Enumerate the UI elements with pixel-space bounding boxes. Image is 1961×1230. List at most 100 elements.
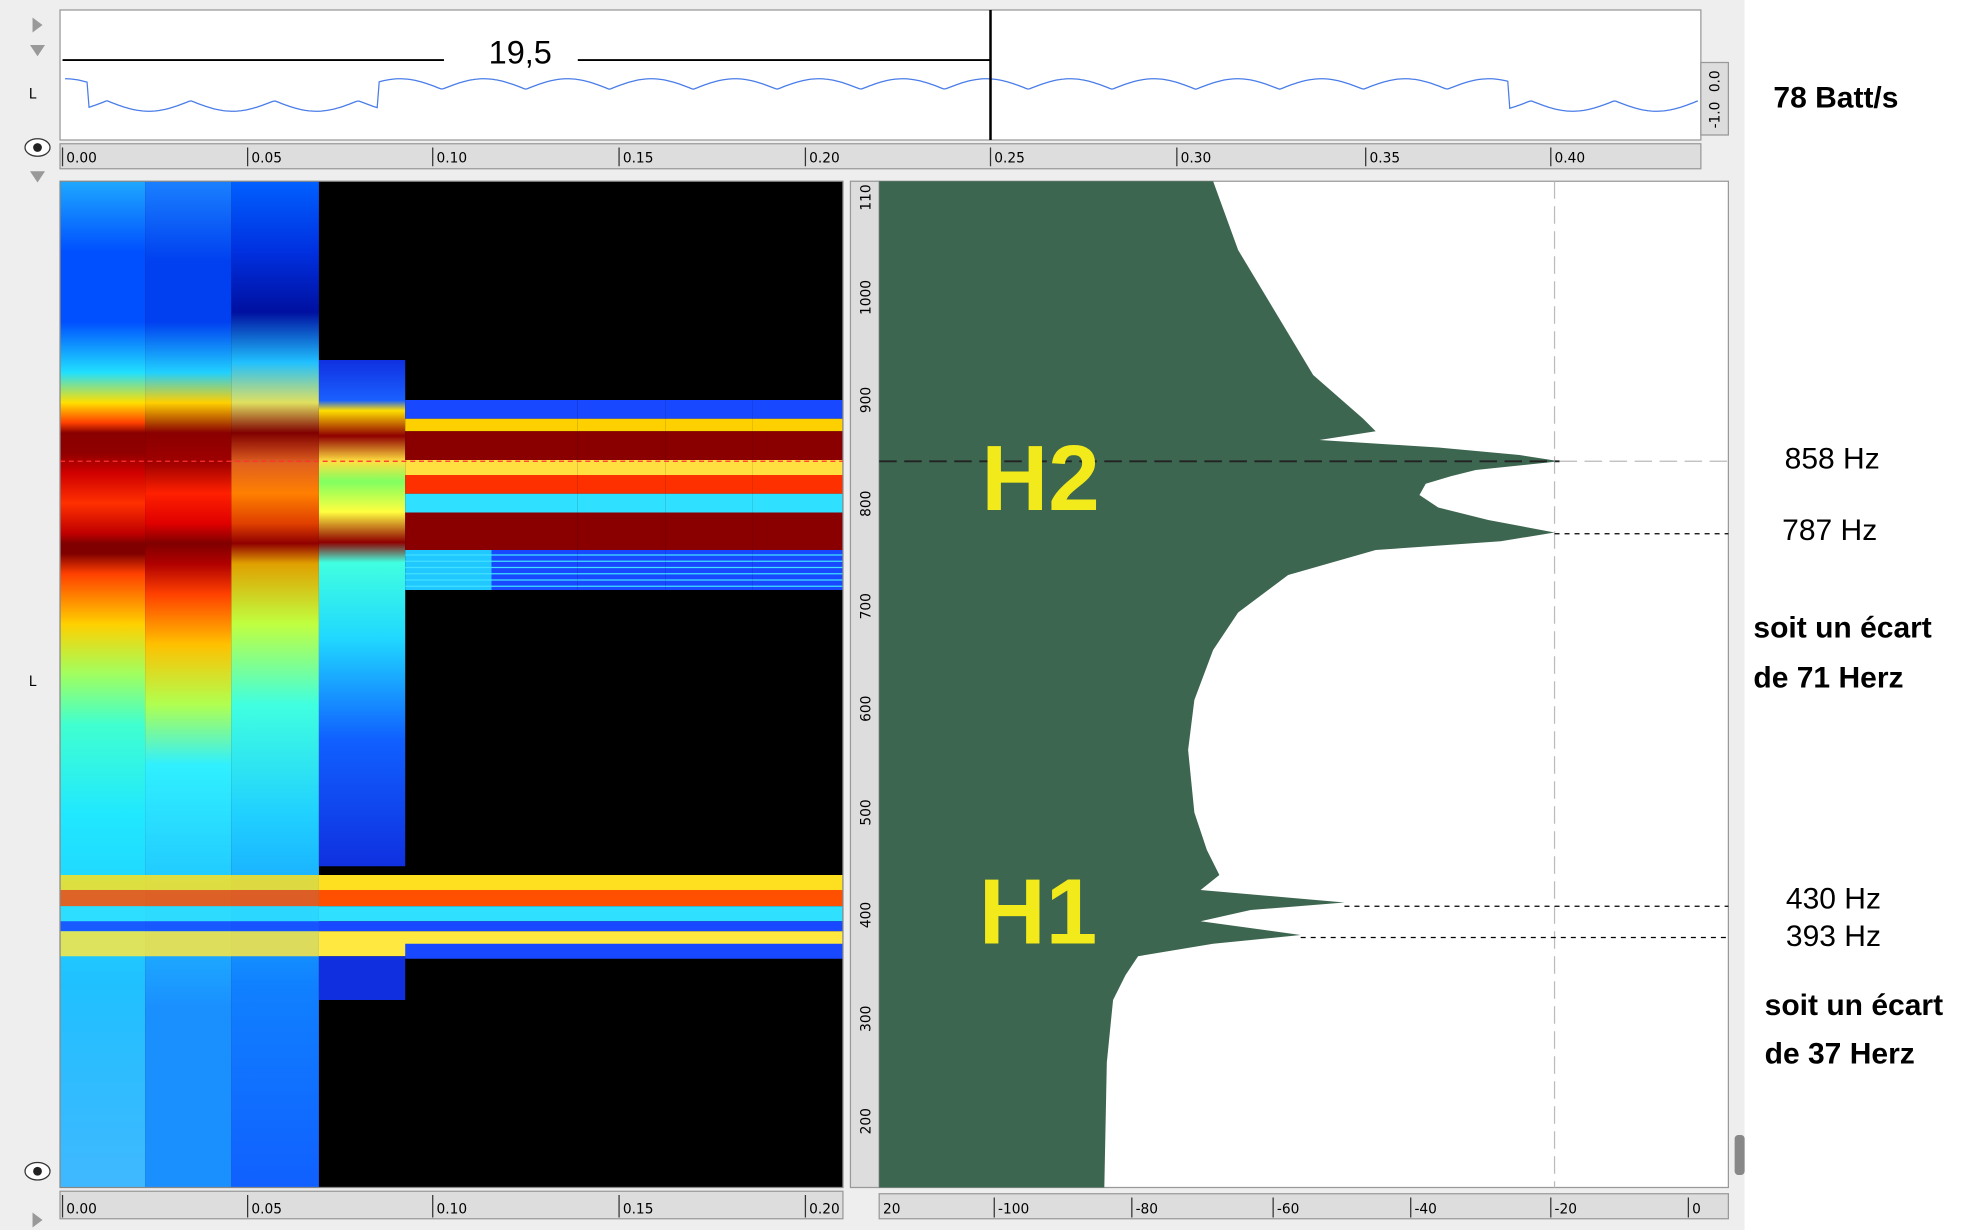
spectrogram-band bbox=[318, 890, 843, 907]
frequency-tick-label: 800 bbox=[858, 491, 874, 517]
spectrogram-band bbox=[60, 906, 319, 922]
measure-label: 19,5 bbox=[489, 35, 552, 71]
db-tick-label: -100 bbox=[998, 1202, 1029, 1218]
db-tick-label: -40 bbox=[1414, 1202, 1436, 1218]
spectrogram-band bbox=[752, 418, 843, 432]
spectrogram-band bbox=[491, 550, 578, 590]
frequency-tick-label: 400 bbox=[858, 902, 874, 928]
time-tick-label: 0.40 bbox=[1555, 151, 1586, 167]
frequency-tick-label: 200 bbox=[858, 1108, 874, 1134]
time-ruler bbox=[59, 1190, 844, 1220]
spectrogram-band bbox=[318, 875, 843, 890]
spectrogram-band bbox=[318, 956, 406, 1000]
spectrogram-band bbox=[752, 460, 843, 475]
spectrogram-frame bbox=[59, 180, 844, 1189]
gap-annotation: de 71 Herz bbox=[1753, 662, 1903, 695]
spectrogram-band bbox=[491, 400, 578, 419]
spectrogram-band bbox=[665, 493, 753, 513]
spectrogram-band bbox=[577, 400, 666, 419]
spectrogram-band bbox=[318, 921, 843, 932]
time-tick-label: 0.05 bbox=[251, 151, 282, 167]
spectrogram-band bbox=[405, 475, 492, 494]
spectrogram-band bbox=[318, 906, 843, 922]
amplitude-axis bbox=[1700, 61, 1730, 136]
gap-annotation: de 37 Herz bbox=[1765, 1038, 1915, 1071]
frequency-tick-label: 1000 bbox=[858, 280, 874, 315]
rate-annotation: 78 Batt/s bbox=[1773, 82, 1898, 115]
time-tick-label: 0.30 bbox=[1181, 151, 1212, 167]
spectrogram-band bbox=[752, 475, 843, 494]
spectrogram-band bbox=[577, 460, 666, 475]
spectrogram-band bbox=[577, 431, 666, 460]
time-tick-label: 0.10 bbox=[436, 1202, 467, 1218]
time-tick-label: 0.20 bbox=[809, 1202, 840, 1218]
spectrogram-band bbox=[577, 550, 666, 590]
spectrogram-band bbox=[60, 921, 319, 932]
spectrogram-band bbox=[752, 431, 843, 460]
gap-annotation: soit un écart bbox=[1765, 989, 1943, 1022]
expand-arrow[interactable] bbox=[32, 1212, 43, 1228]
channel-label: L bbox=[29, 87, 37, 103]
spectrogram-band bbox=[665, 550, 753, 590]
frequency-annotation: 787 Hz bbox=[1782, 514, 1877, 547]
spectrogram-band bbox=[665, 418, 753, 432]
peak-label: H1 bbox=[979, 860, 1097, 964]
db-tick-label: -60 bbox=[1277, 1202, 1299, 1218]
expand-arrow[interactable] bbox=[32, 17, 43, 33]
spectrogram-band bbox=[405, 400, 492, 419]
gap-annotation: soit un écart bbox=[1753, 612, 1931, 645]
amplitude-label: -1.0 bbox=[1708, 102, 1724, 129]
collapse-arrow[interactable] bbox=[30, 171, 46, 183]
annotation-bg bbox=[1744, 0, 1961, 1230]
spectrogram-band bbox=[752, 493, 843, 513]
waveform bbox=[65, 78, 1699, 112]
collapse-arrow[interactable] bbox=[30, 45, 46, 57]
spectrogram-band bbox=[405, 418, 492, 432]
waveform-panel bbox=[59, 9, 1702, 141]
spectrum-area bbox=[879, 181, 1560, 1188]
db-tick-label: -80 bbox=[1136, 1202, 1158, 1218]
spectrogram-band bbox=[752, 512, 843, 550]
time-tick-label: 0.10 bbox=[436, 151, 467, 167]
spectrogram-band bbox=[752, 550, 843, 590]
spectrogram-band bbox=[491, 418, 578, 432]
frequency-annotation: 858 Hz bbox=[1785, 443, 1880, 476]
spectrogram-band bbox=[405, 431, 492, 460]
spectrogram-band bbox=[665, 475, 753, 494]
frequency-tick-label: 110 bbox=[858, 184, 874, 210]
spectrogram-band bbox=[491, 493, 578, 513]
time-tick-label: 0.00 bbox=[66, 151, 97, 167]
spectrogram-band bbox=[577, 493, 666, 513]
spectrogram-band bbox=[665, 431, 753, 460]
spectrogram-band bbox=[665, 400, 753, 419]
spectrogram-band bbox=[405, 460, 492, 475]
spectrogram-band bbox=[665, 460, 753, 475]
time-tick-label: 0.05 bbox=[251, 1202, 282, 1218]
time-tick-label: 0.25 bbox=[994, 151, 1025, 167]
spectrogram-band bbox=[491, 475, 578, 494]
frequency-tick-label: 500 bbox=[858, 799, 874, 825]
spectrogram-band bbox=[491, 512, 578, 550]
spectrogram-band bbox=[577, 475, 666, 494]
amplitude-label: 0.0 bbox=[1708, 70, 1724, 92]
visibility-toggle-pupil bbox=[33, 1166, 42, 1176]
time-tick-label: 0.35 bbox=[1369, 151, 1400, 167]
db-tick-label: 20 bbox=[883, 1202, 901, 1218]
time-ruler bbox=[59, 143, 1702, 170]
scrollbar-thumb[interactable] bbox=[1734, 1135, 1745, 1175]
frequency-tick-label: 300 bbox=[858, 1006, 874, 1032]
frequency-annotation: 393 Hz bbox=[1786, 920, 1881, 953]
spectrogram-column bbox=[318, 360, 406, 867]
time-tick-label: 0.00 bbox=[66, 1202, 97, 1218]
spectrogram-band bbox=[577, 512, 666, 550]
spectrogram-band bbox=[60, 931, 319, 957]
frequency-tick-label: 700 bbox=[858, 593, 874, 619]
spectrogram-band bbox=[60, 890, 319, 907]
time-tick-label: 0.15 bbox=[623, 1202, 654, 1218]
db-tick-label: 0 bbox=[1692, 1202, 1701, 1218]
spectrogram-column bbox=[145, 181, 232, 1188]
spectrogram-band bbox=[405, 512, 492, 550]
spectrogram-band bbox=[491, 431, 578, 460]
channel-label: L bbox=[29, 674, 37, 690]
